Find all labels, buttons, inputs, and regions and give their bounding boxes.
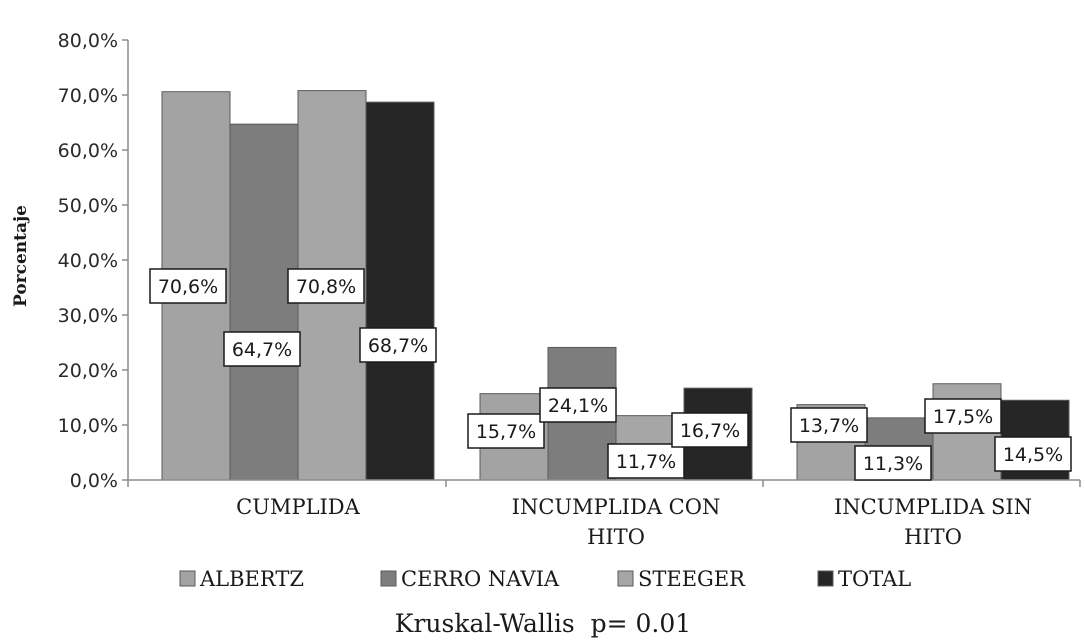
- data-label-box: [924, 398, 1002, 434]
- data-label-text: 64,7%: [232, 339, 292, 361]
- legend-swatch: [380, 570, 397, 587]
- y-tick-label: 0,0%: [70, 470, 118, 492]
- data-label: 16,7%: [671, 412, 749, 448]
- data-labels: 70,6% 15,7% 13,7% 64,7% 24,1% 11,3% 70,8% 11,7%…: [149, 268, 1072, 481]
- legend-swatch: [617, 570, 634, 587]
- data-label: 68,7%: [359, 327, 437, 363]
- bar-cerro-navia: [229, 123, 299, 481]
- y-tick-label: 30,0%: [58, 305, 118, 327]
- data-label-box: [467, 413, 545, 449]
- data-label-box: [854, 445, 932, 481]
- legend-item-steeger: STEEGER: [617, 567, 746, 591]
- category-label: CUMPLIDA: [236, 495, 360, 519]
- y-tick-label: 50,0%: [58, 195, 118, 217]
- data-label: 70,6%: [149, 268, 227, 304]
- category-label: INCUMPLIDA SIN HITO: [834, 495, 1032, 549]
- legend-swatch: [817, 570, 834, 587]
- data-label: 24,1%: [539, 387, 617, 423]
- category-label-line: INCUMPLIDA CON: [512, 495, 721, 519]
- bar-total: [365, 101, 435, 481]
- y-tick-label: 40,0%: [58, 250, 118, 272]
- legend-item-total: TOTAL: [817, 567, 911, 591]
- y-tick-label: 70,0%: [58, 85, 118, 107]
- data-label-box: [994, 436, 1072, 472]
- y-axis: 0,0% 10,0% 20,0% 30,0% 40,0% 50,0% 60,0% 70,0% 8…: [58, 30, 129, 492]
- data-label: 15,7%: [467, 413, 545, 449]
- data-label: 70,8%: [287, 268, 365, 304]
- data-label: 64,7%: [223, 331, 301, 367]
- data-label: 13,7%: [790, 407, 868, 443]
- data-label-text: 17,5%: [933, 406, 993, 428]
- data-label-text: 11,7%: [616, 451, 676, 473]
- legend-item-albertz: ALBERTZ: [179, 567, 304, 591]
- data-label: 11,7%: [607, 443, 685, 479]
- data-label-box: [359, 327, 437, 363]
- data-label-box: [223, 331, 301, 367]
- legend-swatch: [179, 570, 196, 587]
- data-label-text: 68,7%: [368, 335, 428, 357]
- category-label-line: HITO: [904, 525, 962, 549]
- data-label: 11,3%: [854, 445, 932, 481]
- data-label-box: [287, 268, 365, 304]
- y-tick-label: 80,0%: [58, 30, 118, 52]
- data-label-box: [539, 387, 617, 423]
- data-label-text: 70,8%: [296, 276, 356, 298]
- data-label-text: 13,7%: [799, 415, 859, 437]
- y-tick-label: 20,0%: [58, 360, 118, 382]
- legend-label: ALBERTZ: [199, 567, 304, 591]
- data-label-box: [671, 412, 749, 448]
- data-label: 17,5%: [924, 398, 1002, 434]
- data-label-text: 24,1%: [548, 395, 608, 417]
- data-label-text: 15,7%: [476, 421, 536, 443]
- data-label-box: [607, 443, 685, 479]
- legend-label: CERRO NAVIA: [401, 567, 560, 591]
- y-axis-label: Porcentaje: [11, 205, 31, 307]
- legend: ALBERTZ CERRO NAVIA STEEGER TOTAL: [179, 567, 911, 591]
- category-label-line: CUMPLIDA: [236, 495, 360, 519]
- y-tick-label: 60,0%: [58, 140, 118, 162]
- data-label-text: 70,6%: [158, 276, 218, 298]
- data-label-box: [790, 407, 868, 443]
- y-tick-label: 10,0%: [58, 415, 118, 437]
- category-label-line: HITO: [587, 525, 645, 549]
- category-label-line: INCUMPLIDA SIN: [834, 495, 1032, 519]
- data-label-text: 16,7%: [680, 420, 740, 442]
- kruskal-wallis-note: Kruskal-Wallis p= 0.01: [395, 609, 691, 638]
- legend-label: STEEGER: [638, 567, 746, 591]
- legend-item-cerro-navia: CERRO NAVIA: [380, 567, 560, 591]
- data-label-text: 14,5%: [1003, 444, 1063, 466]
- data-label-box: [149, 268, 227, 304]
- category-label: INCUMPLIDA CON HITO: [512, 495, 721, 549]
- data-label: 14,5%: [994, 436, 1072, 472]
- legend-label: TOTAL: [838, 567, 911, 591]
- data-label-text: 11,3%: [863, 453, 923, 475]
